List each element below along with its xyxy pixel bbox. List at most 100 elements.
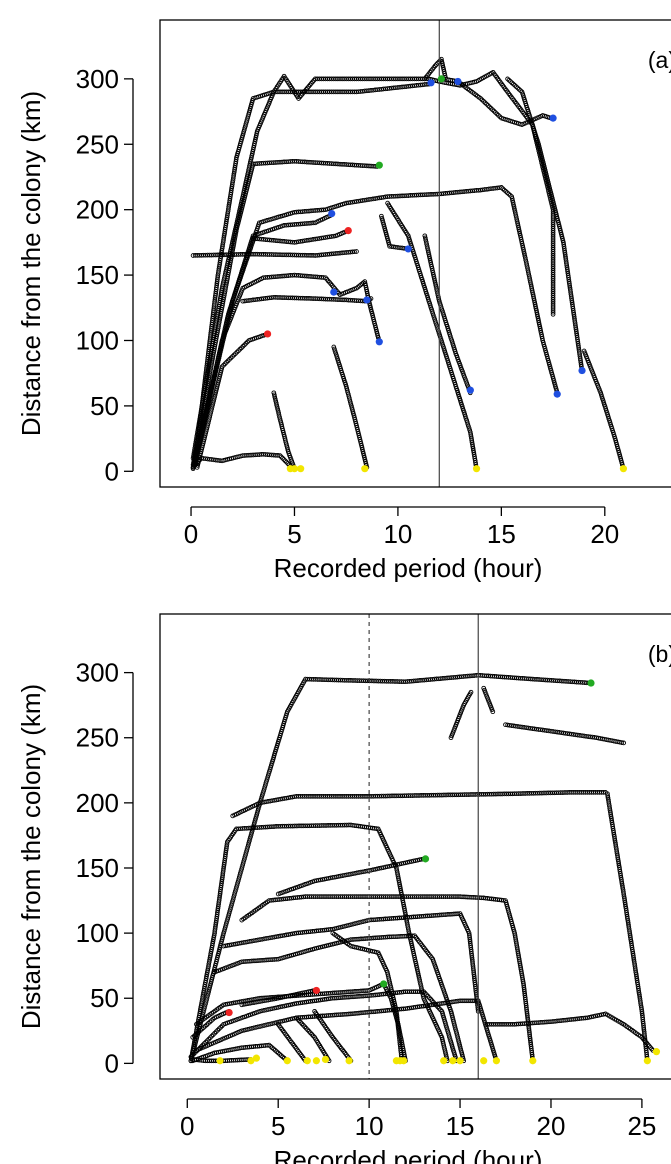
panel-b-track-point — [262, 784, 268, 790]
panel-b-track-point — [538, 727, 543, 733]
panel-b-track-point — [397, 1032, 403, 1037]
panel-a-track-point — [205, 420, 211, 426]
panel-b-track-point — [397, 861, 402, 867]
panel-b-track-point — [471, 971, 477, 977]
panel-a-track-point — [206, 397, 212, 402]
panel-b-track-point — [443, 1020, 448, 1026]
panel-a-track-point — [219, 366, 224, 372]
panel-b-track-point — [233, 886, 239, 892]
panel-a-track-point — [278, 454, 284, 460]
panel-a-y-tick-label: 150 — [76, 260, 119, 290]
panel-a-track-point — [553, 211, 559, 217]
panel-b-track-point — [240, 862, 246, 868]
panel-a-track-point — [548, 366, 553, 372]
panel-b-track-point — [467, 938, 473, 944]
panel-a-track-point — [605, 414, 611, 420]
panel-b-track-point — [489, 1044, 495, 1050]
panel-b-track-point — [248, 832, 254, 838]
panel-a-track-point — [420, 279, 426, 284]
panel-a-track-point — [235, 149, 241, 154]
panel-a-y-tick-label: 0 — [105, 456, 119, 486]
panel-a-track-point — [494, 185, 500, 191]
panel-a-track-point — [207, 336, 213, 342]
panel-b-track-point — [628, 938, 634, 944]
panel-b-track-point — [274, 743, 280, 748]
panel-b-track-point — [619, 740, 625, 745]
panel-a-track-point — [452, 380, 458, 385]
panel-b-track-point — [488, 1040, 494, 1046]
panel-b-track-point — [207, 985, 212, 991]
panel-a-x-tick-label: 15 — [487, 519, 516, 549]
panel-a-track-point — [205, 405, 210, 411]
panel-b-track-point — [220, 874, 225, 880]
panel-b-track-point — [210, 939, 216, 944]
panel-a-green-marker — [437, 75, 445, 83]
panel-b-track-point — [271, 754, 277, 760]
panel-a-track-point — [216, 354, 221, 360]
panel-b-track-point — [441, 987, 446, 993]
panel-b-track-9 — [239, 894, 536, 1064]
panel-a-track-point — [577, 351, 582, 357]
panel-a-track-point — [223, 269, 229, 275]
panel-a-track-point — [232, 165, 238, 171]
panel-a-track-point — [360, 88, 366, 94]
panel-a-track-point — [331, 344, 337, 350]
panel-a-track-point — [578, 357, 583, 363]
panel-b-track-6 — [605, 791, 650, 1064]
panel-a-track-point — [209, 457, 215, 462]
panel-a-track-point — [214, 285, 219, 290]
panel-a-track-point — [393, 85, 399, 91]
panel-b-track-point — [216, 897, 222, 903]
panel-a-track-6 — [190, 249, 359, 258]
panel-b-track-point — [346, 922, 352, 928]
panel-a-track-point — [567, 281, 572, 287]
panel-a-track-point — [243, 181, 248, 187]
panel-b-track-3 — [481, 685, 496, 715]
panel-a-track-point — [233, 226, 238, 232]
panel-a-track-point — [456, 392, 461, 397]
panel-b-track-point — [226, 910, 232, 916]
panel-b-track-point — [481, 1016, 487, 1022]
panel-a-track-point — [225, 208, 231, 214]
panel-a-track-point — [453, 384, 459, 389]
panel-b-track-point — [257, 1008, 263, 1014]
panel-a-track-point — [428, 260, 434, 265]
panel-a-track-point — [425, 247, 431, 253]
panel-b-track-point — [279, 729, 284, 734]
panel-a-track-point — [213, 364, 219, 370]
panel-b-track-point — [224, 918, 230, 924]
panel-a-track-point — [229, 300, 235, 305]
panel-a-track-point — [447, 333, 453, 339]
panel-b-track-point — [390, 1003, 396, 1009]
panel-b-track-point — [448, 1040, 454, 1046]
panel-b-track-point — [519, 724, 525, 730]
panel-a-track-point — [550, 376, 556, 382]
panel-a-track-point — [374, 331, 380, 337]
panel-a-track-point — [427, 258, 433, 263]
panel-b-track-point — [336, 925, 342, 931]
panel-a-track-point — [413, 257, 419, 262]
panel-a-track-point — [545, 356, 551, 361]
panel-a-track-point — [202, 382, 207, 387]
panel-b-track-point — [279, 1004, 285, 1009]
panel-a-track-point — [241, 190, 247, 195]
panel-b-track-5 — [230, 790, 608, 819]
panel-b-track-point — [197, 1009, 203, 1014]
panel-b-track-point — [392, 1009, 398, 1015]
panel-b-track-point — [217, 889, 223, 895]
panel-a-track-point — [248, 157, 254, 163]
panel-b-track-point — [220, 934, 225, 940]
panel-b-track-point — [221, 866, 226, 872]
panel-b-track-point — [525, 725, 531, 731]
panel-b-track-point — [223, 922, 229, 928]
panel-a-track-point — [215, 457, 221, 463]
panel-b-track-point — [413, 959, 418, 964]
panel-a-x-tick-label: 10 — [383, 519, 412, 549]
panel-b-track-point — [440, 1010, 445, 1016]
panel-a-track-point — [348, 401, 354, 407]
panel-a-track-point — [217, 350, 222, 356]
panel-a-track-point — [224, 263, 230, 269]
panel-a-track-point — [571, 312, 577, 318]
panel-b-track-point — [490, 1046, 496, 1052]
panel-b-track-point — [279, 995, 285, 1000]
